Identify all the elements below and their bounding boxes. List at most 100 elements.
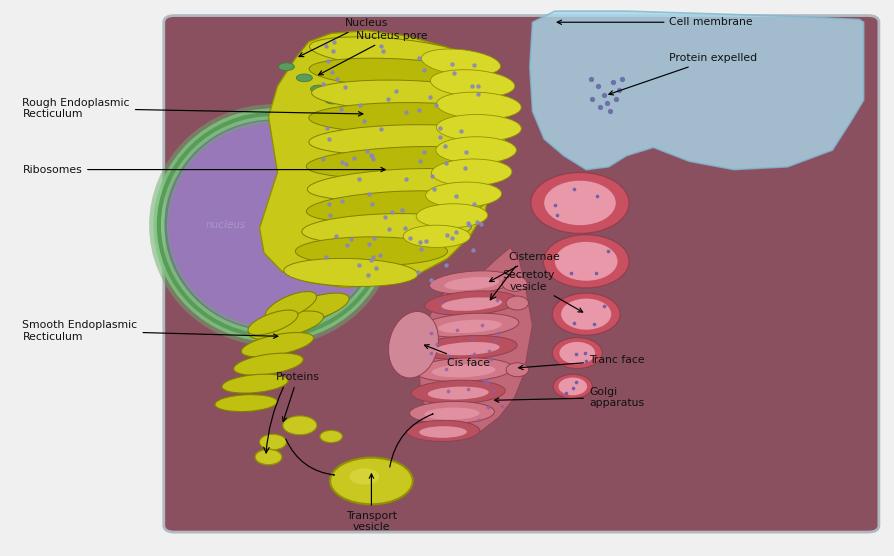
Point — [433, 133, 447, 142]
Ellipse shape — [301, 214, 471, 245]
Point — [588, 269, 603, 277]
Point — [469, 217, 484, 226]
Point — [320, 57, 334, 66]
Point — [413, 156, 427, 165]
Point — [471, 90, 485, 98]
Point — [329, 231, 343, 240]
FancyBboxPatch shape — [164, 16, 878, 532]
Point — [477, 375, 491, 384]
Point — [353, 101, 367, 110]
Text: Golgi
apparatus: Golgi apparatus — [494, 387, 644, 408]
Point — [494, 401, 509, 410]
Text: Secretoty
vesicle: Secretoty vesicle — [502, 270, 582, 312]
Point — [450, 325, 464, 334]
Point — [480, 378, 494, 387]
Point — [382, 225, 396, 234]
Ellipse shape — [320, 430, 342, 443]
Point — [471, 416, 485, 425]
Point — [320, 123, 334, 132]
Point — [466, 350, 480, 359]
Ellipse shape — [411, 380, 504, 404]
Point — [412, 237, 426, 246]
Point — [435, 306, 450, 315]
Ellipse shape — [429, 271, 513, 294]
FancyArrowPatch shape — [390, 414, 433, 467]
Ellipse shape — [434, 342, 499, 355]
Point — [326, 38, 341, 47]
Point — [578, 357, 593, 366]
Point — [464, 334, 478, 342]
Polygon shape — [418, 247, 532, 436]
Ellipse shape — [283, 416, 316, 435]
Ellipse shape — [418, 426, 467, 438]
Ellipse shape — [431, 159, 511, 186]
Point — [351, 175, 366, 183]
Ellipse shape — [308, 102, 505, 133]
Point — [318, 42, 333, 51]
Text: nucleus: nucleus — [206, 220, 245, 230]
Point — [578, 348, 592, 357]
Point — [423, 329, 437, 337]
Point — [467, 200, 481, 209]
Ellipse shape — [307, 168, 494, 201]
Point — [464, 81, 478, 90]
Point — [478, 377, 493, 386]
Point — [423, 349, 437, 358]
Point — [432, 123, 446, 132]
Point — [595, 301, 610, 310]
Point — [487, 336, 502, 345]
Point — [569, 349, 583, 358]
Point — [322, 200, 336, 208]
Point — [559, 389, 573, 398]
Ellipse shape — [306, 147, 502, 178]
Point — [334, 105, 349, 113]
Ellipse shape — [435, 137, 516, 163]
Ellipse shape — [436, 92, 520, 119]
Point — [395, 206, 409, 215]
Ellipse shape — [233, 353, 303, 375]
Ellipse shape — [277, 293, 349, 324]
Point — [586, 319, 600, 328]
Point — [466, 60, 480, 69]
Point — [439, 365, 453, 374]
Point — [365, 200, 379, 208]
Point — [567, 319, 581, 327]
Point — [398, 107, 412, 116]
Ellipse shape — [420, 313, 519, 337]
Text: Cis face: Cis face — [424, 345, 490, 368]
Text: Nucleus pore: Nucleus pore — [318, 31, 427, 75]
Point — [364, 151, 378, 160]
Ellipse shape — [414, 358, 512, 381]
Point — [563, 268, 578, 277]
Point — [460, 218, 475, 227]
Point — [344, 234, 358, 243]
Point — [323, 211, 337, 220]
Point — [565, 383, 579, 392]
Ellipse shape — [249, 311, 324, 340]
Text: Protein expelled: Protein expelled — [608, 53, 756, 95]
Ellipse shape — [402, 225, 470, 247]
Point — [486, 385, 501, 394]
Point — [439, 261, 453, 270]
Point — [411, 106, 426, 115]
Ellipse shape — [308, 125, 505, 156]
Point — [567, 185, 581, 194]
Point — [569, 378, 583, 387]
Ellipse shape — [530, 172, 628, 234]
Point — [360, 270, 375, 279]
Point — [448, 192, 462, 201]
Ellipse shape — [308, 58, 487, 88]
Point — [449, 227, 463, 236]
Ellipse shape — [506, 363, 527, 377]
Ellipse shape — [306, 191, 485, 223]
Point — [319, 253, 333, 262]
Point — [413, 245, 427, 254]
Point — [490, 328, 504, 337]
Text: Nucleus: Nucleus — [299, 18, 387, 57]
Ellipse shape — [416, 203, 487, 228]
Point — [437, 142, 451, 151]
Ellipse shape — [311, 80, 499, 111]
Polygon shape — [529, 11, 863, 170]
Point — [366, 155, 380, 163]
Ellipse shape — [427, 386, 488, 400]
